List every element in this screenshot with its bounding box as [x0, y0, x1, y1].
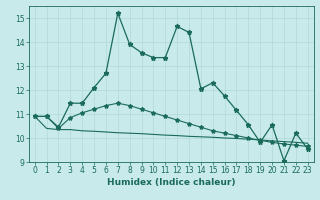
X-axis label: Humidex (Indice chaleur): Humidex (Indice chaleur) — [107, 178, 236, 187]
